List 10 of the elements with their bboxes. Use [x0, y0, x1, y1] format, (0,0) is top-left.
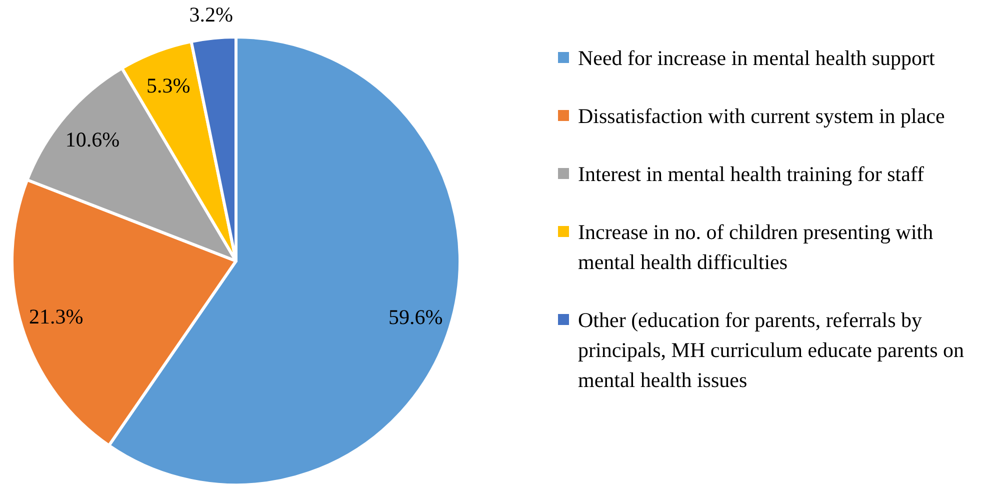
- legend-label: Dissatisfaction with current system in place: [578, 104, 945, 128]
- legend-label: Interest in mental health training for staff: [578, 162, 924, 186]
- data-label: 59.6%: [388, 304, 443, 329]
- data-label: 10.6%: [65, 127, 120, 152]
- data-label: 5.3%: [146, 73, 190, 98]
- legend-label: Need for increase in mental health support: [578, 46, 936, 70]
- legend-label: Other (education for parents, referrals by principals, MH curriculum educate parents on mental health issues: [578, 308, 965, 392]
- data-label: 3.2%: [189, 2, 233, 26]
- legend-label: Increase in no. of children presenting with mental health difficulties: [578, 220, 934, 274]
- data-label: 21.3%: [29, 304, 84, 328]
